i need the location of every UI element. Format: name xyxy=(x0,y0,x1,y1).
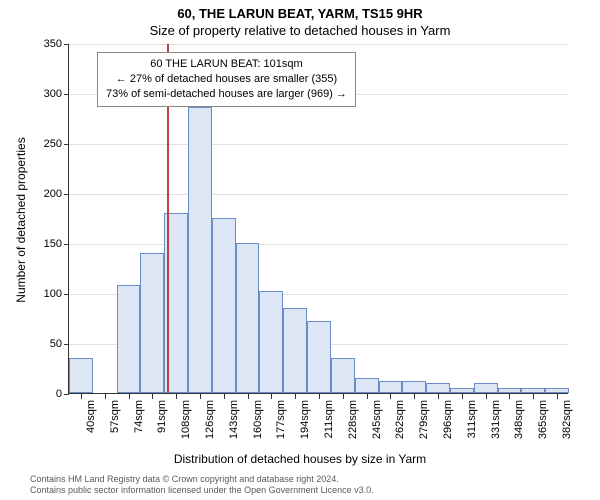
histogram-bar xyxy=(212,218,236,393)
xtick-label: 311sqm xyxy=(466,400,478,438)
footer-line-1: Contains HM Land Registry data © Crown c… xyxy=(30,474,374,485)
histogram-bar xyxy=(140,253,164,393)
histogram-bar xyxy=(474,383,498,393)
xtick-mark xyxy=(224,394,225,399)
histogram-bar xyxy=(236,243,260,393)
histogram-bar xyxy=(379,381,403,393)
xtick-mark xyxy=(176,394,177,399)
annotation-line-3: 73% of semi-detached houses are larger (… xyxy=(106,87,347,102)
xtick-label: 143sqm xyxy=(228,400,240,439)
histogram-bar xyxy=(498,388,522,393)
xtick-label: 211sqm xyxy=(323,400,335,438)
histogram-bar xyxy=(259,291,283,393)
plot-area: 05010015020025030035040sqm57sqm74sqm91sq… xyxy=(68,44,568,394)
xtick-label: 331sqm xyxy=(490,400,502,439)
xtick-label: 279sqm xyxy=(418,400,430,439)
xtick-mark xyxy=(271,394,272,399)
histogram-bar xyxy=(117,285,141,393)
ytick-mark xyxy=(64,294,69,295)
xtick-label: 57sqm xyxy=(109,400,121,433)
chart-title-sub: Size of property relative to detached ho… xyxy=(0,21,600,38)
x-axis-label: Distribution of detached houses by size … xyxy=(0,452,600,466)
xtick-mark xyxy=(509,394,510,399)
footer-attribution: Contains HM Land Registry data © Crown c… xyxy=(30,474,374,497)
ytick-mark xyxy=(64,194,69,195)
xtick-label: 74sqm xyxy=(133,400,145,433)
annotation-line-1: 60 THE LARUN BEAT: 101sqm xyxy=(106,57,347,72)
gridline xyxy=(69,244,568,245)
xtick-label: 126sqm xyxy=(204,400,216,439)
xtick-label: 382sqm xyxy=(561,400,573,439)
xtick-mark xyxy=(367,394,368,399)
xtick-mark xyxy=(533,394,534,399)
ytick-label: 200 xyxy=(22,188,62,200)
xtick-mark xyxy=(414,394,415,399)
gridline xyxy=(69,144,568,145)
xtick-label: 177sqm xyxy=(275,400,287,439)
xtick-mark xyxy=(248,394,249,399)
histogram-bar xyxy=(545,388,569,393)
xtick-label: 40sqm xyxy=(85,400,97,433)
histogram-bar xyxy=(355,378,379,393)
xtick-mark xyxy=(152,394,153,399)
xtick-mark xyxy=(343,394,344,399)
gridline xyxy=(69,44,568,45)
ytick-mark xyxy=(64,344,69,345)
xtick-label: 108sqm xyxy=(180,400,192,439)
xtick-label: 160sqm xyxy=(252,400,264,439)
chart-region: 05010015020025030035040sqm57sqm74sqm91sq… xyxy=(68,44,568,394)
ytick-label: 50 xyxy=(22,338,62,350)
xtick-mark xyxy=(81,394,82,399)
histogram-bar xyxy=(307,321,331,393)
ytick-label: 150 xyxy=(22,238,62,250)
annotation-line-2: ← 27% of detached houses are smaller (35… xyxy=(106,72,347,87)
histogram-bar xyxy=(426,383,450,393)
xtick-mark xyxy=(295,394,296,399)
xtick-label: 194sqm xyxy=(299,400,311,439)
histogram-bar xyxy=(521,388,545,393)
ytick-label: 0 xyxy=(22,388,62,400)
xtick-mark xyxy=(319,394,320,399)
ytick-label: 300 xyxy=(22,88,62,100)
histogram-bar xyxy=(402,381,426,393)
xtick-mark xyxy=(462,394,463,399)
histogram-bar xyxy=(188,107,212,393)
xtick-mark xyxy=(105,394,106,399)
gridline xyxy=(69,194,568,195)
ytick-mark xyxy=(64,94,69,95)
ytick-mark xyxy=(64,394,69,395)
xtick-label: 228sqm xyxy=(347,400,359,439)
footer-line-2: Contains public sector information licen… xyxy=(30,485,374,496)
ytick-mark xyxy=(64,244,69,245)
histogram-bar xyxy=(331,358,355,393)
xtick-mark xyxy=(129,394,130,399)
xtick-mark xyxy=(200,394,201,399)
xtick-label: 91sqm xyxy=(156,400,168,433)
chart-title-main: 60, THE LARUN BEAT, YARM, TS15 9HR xyxy=(0,0,600,21)
ytick-label: 350 xyxy=(22,38,62,50)
ytick-label: 100 xyxy=(22,288,62,300)
xtick-label: 365sqm xyxy=(537,400,549,439)
xtick-mark xyxy=(390,394,391,399)
xtick-label: 245sqm xyxy=(371,400,383,439)
ytick-mark xyxy=(64,44,69,45)
histogram-bar xyxy=(283,308,307,393)
xtick-label: 262sqm xyxy=(394,400,406,439)
xtick-mark xyxy=(438,394,439,399)
xtick-label: 348sqm xyxy=(513,400,525,439)
ytick-label: 250 xyxy=(22,138,62,150)
histogram-bar xyxy=(69,358,93,393)
histogram-bar xyxy=(450,388,474,393)
xtick-label: 296sqm xyxy=(442,400,454,439)
annotation-box: 60 THE LARUN BEAT: 101sqm← 27% of detach… xyxy=(97,52,356,107)
y-axis-label: Number of detached properties xyxy=(14,137,28,302)
ytick-mark xyxy=(64,144,69,145)
xtick-mark xyxy=(486,394,487,399)
xtick-mark xyxy=(557,394,558,399)
